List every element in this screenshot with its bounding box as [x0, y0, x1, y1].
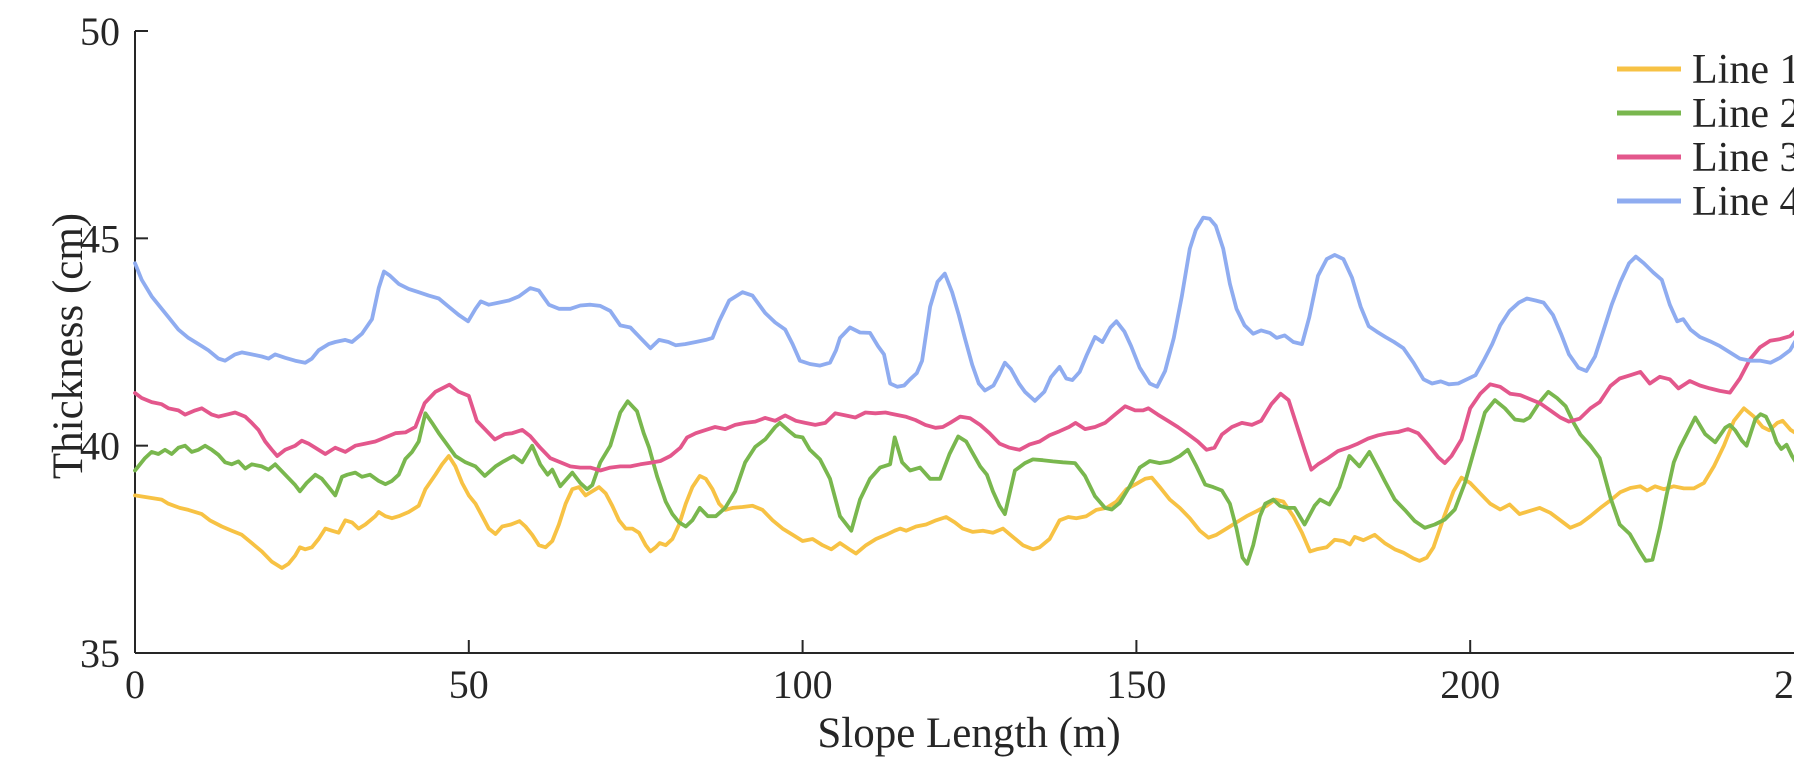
- chart-canvas: 0 50 100 150 200 250 35 40 45 50 Slope Length (m) T…: [45, 16, 1794, 757]
- x-tick-label-50: 50: [449, 662, 489, 707]
- series-line-3: [133, 330, 1794, 473]
- y-tick-label-45: 45: [80, 216, 120, 261]
- legend-label-3: Line 3: [1692, 135, 1794, 181]
- series-line-4: [133, 215, 1794, 403]
- y-axis-title: Thickness (cm): [45, 213, 92, 479]
- legend-label-4: Line 4: [1692, 179, 1794, 225]
- series-line-2: [133, 389, 1794, 566]
- y-tick-label-40: 40: [80, 424, 120, 469]
- legend-item-2[interactable]: Line 2: [1617, 91, 1794, 137]
- x-tick-label-150: 150: [1106, 662, 1166, 707]
- axes: [134, 30, 1794, 654]
- x-axis-title: Slope Length (m): [817, 710, 1120, 757]
- y-tick-label-35: 35: [80, 631, 120, 676]
- legend-label-2: Line 2: [1692, 91, 1794, 137]
- legend-item-4[interactable]: Line 4: [1617, 179, 1794, 225]
- series-group: [133, 215, 1794, 570]
- x-tick-label-100: 100: [773, 662, 833, 707]
- x-tick-label-0: 0: [125, 662, 145, 707]
- legend-label-1: Line 1: [1692, 47, 1794, 93]
- x-tick-label-200: 200: [1440, 662, 1500, 707]
- series-line-1: [133, 406, 1794, 570]
- x-tick-label-250: 250: [1774, 662, 1794, 707]
- y-tick-label-50: 50: [80, 16, 120, 54]
- legend-item-1[interactable]: Line 1: [1617, 47, 1794, 93]
- legend-item-3[interactable]: Line 3: [1617, 135, 1794, 181]
- line-chart-figure: 0 50 100 150 200 250 35 40 45 50 Slope Length (m) T…: [40, 16, 1794, 761]
